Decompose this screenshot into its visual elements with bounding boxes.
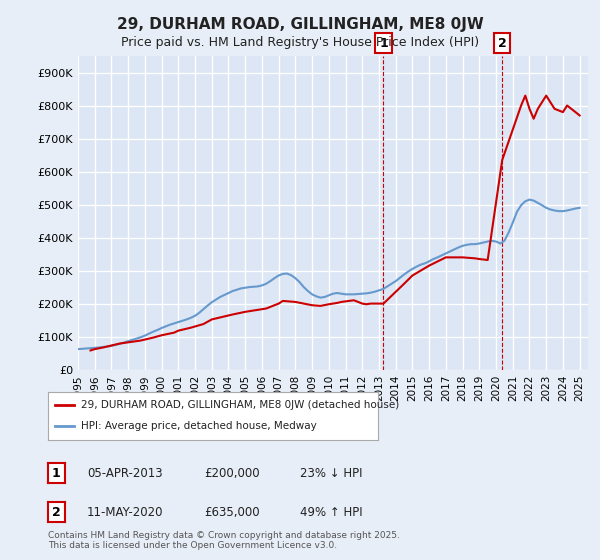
Text: Price paid vs. HM Land Registry's House Price Index (HPI): Price paid vs. HM Land Registry's House … [121,36,479,49]
Text: 49% ↑ HPI: 49% ↑ HPI [300,506,362,519]
Text: Contains HM Land Registry data © Crown copyright and database right 2025.
This d: Contains HM Land Registry data © Crown c… [48,530,400,550]
Text: 05-APR-2013: 05-APR-2013 [87,466,163,480]
Text: 1: 1 [379,37,388,50]
Text: £635,000: £635,000 [204,506,260,519]
Text: 1: 1 [52,466,61,480]
Text: 2: 2 [498,37,506,50]
Text: 29, DURHAM ROAD, GILLINGHAM, ME8 0JW (detached house): 29, DURHAM ROAD, GILLINGHAM, ME8 0JW (de… [81,400,399,410]
Text: £200,000: £200,000 [204,466,260,480]
Text: 11-MAY-2020: 11-MAY-2020 [87,506,163,519]
Text: 23% ↓ HPI: 23% ↓ HPI [300,466,362,480]
Text: 2: 2 [52,506,61,519]
Text: 29, DURHAM ROAD, GILLINGHAM, ME8 0JW: 29, DURHAM ROAD, GILLINGHAM, ME8 0JW [116,17,484,32]
Text: HPI: Average price, detached house, Medway: HPI: Average price, detached house, Medw… [81,421,317,431]
